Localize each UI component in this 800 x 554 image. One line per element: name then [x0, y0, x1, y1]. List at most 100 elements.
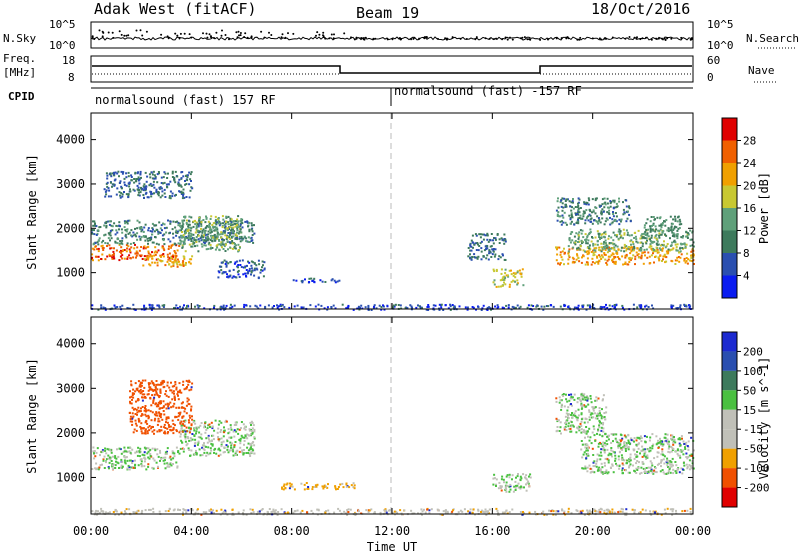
heatmap-cell — [410, 509, 413, 512]
heatmap-cell — [112, 463, 115, 466]
heatmap-cell — [140, 391, 143, 394]
heatmap-cell — [580, 217, 582, 220]
heatmap-cell — [555, 246, 558, 249]
heatmap-cell — [225, 304, 228, 307]
heatmap-cell — [161, 382, 164, 385]
heatmap-cell — [206, 451, 209, 454]
heatmap-cell — [147, 456, 150, 459]
heatmap-cell — [273, 510, 276, 513]
heatmap-cell — [404, 306, 407, 309]
heatmap-cell — [341, 482, 344, 485]
heatmap-cell — [589, 395, 592, 397]
heatmap-cell — [674, 470, 677, 473]
heatmap-cell — [229, 303, 232, 306]
heatmap-cell — [602, 472, 605, 475]
heatmap-cell — [131, 416, 134, 419]
heatmap-cell — [214, 222, 216, 225]
heatmap-cell — [520, 477, 523, 480]
heatmap-cell — [683, 259, 686, 262]
heatmap-cell — [514, 273, 517, 276]
heatmap-cell — [570, 421, 573, 424]
heatmap-cell — [158, 411, 161, 414]
heatmap-cell — [229, 233, 231, 236]
heatmap-cell — [563, 247, 565, 250]
heatmap-cell — [129, 396, 131, 399]
heatmap-cell — [646, 234, 649, 237]
heatmap-cell — [220, 261, 223, 264]
heatmap-cell — [153, 254, 156, 257]
heatmap-cell — [675, 472, 678, 474]
heatmap-cell — [155, 242, 158, 245]
heatmap-cell — [593, 219, 595, 222]
heatmap-cell — [644, 472, 647, 474]
heatmap-cell — [671, 241, 674, 244]
heatmap-cell — [181, 197, 184, 200]
heatmap-cell — [586, 466, 589, 469]
heatmap-cell — [581, 304, 584, 307]
heatmap-cell — [97, 250, 100, 253]
heatmap-cell — [567, 406, 570, 409]
heatmap-cell — [606, 259, 609, 262]
heatmap-cell — [621, 448, 624, 451]
heatmap-cell — [615, 250, 618, 253]
heatmap-cell — [234, 441, 237, 443]
heatmap-cell — [644, 234, 647, 236]
heatmap-cell — [607, 438, 610, 441]
heatmap-cell — [161, 418, 164, 421]
heatmap-cell — [646, 456, 649, 459]
heatmap-cell — [604, 253, 607, 256]
heatmap-cell — [599, 305, 602, 308]
heatmap-cell — [573, 412, 576, 415]
heatmap-cell — [565, 398, 568, 401]
heatmap-cell — [207, 226, 210, 228]
heatmap-cell — [627, 210, 629, 213]
heatmap-cell — [508, 476, 511, 479]
heatmap-cell — [213, 304, 216, 307]
heatmap-cell — [679, 247, 682, 250]
heatmap-cell — [649, 227, 652, 230]
heatmap-cell — [428, 512, 431, 515]
heatmap-cell — [500, 489, 503, 492]
heatmap-cell — [563, 510, 566, 513]
heatmap-cell — [481, 233, 484, 236]
heatmap-cell — [138, 254, 141, 257]
heatmap-cell — [173, 392, 175, 395]
heatmap-cell — [672, 232, 675, 235]
heatmap-cell — [190, 245, 193, 248]
heatmap-cell — [159, 449, 161, 452]
heatmap-cell — [153, 261, 156, 264]
heatmap-cell — [159, 186, 162, 189]
heatmap-cell — [422, 508, 425, 511]
heatmap-cell — [672, 472, 675, 475]
heatmap-cell — [647, 466, 650, 469]
heatmap-cell — [250, 267, 253, 270]
heatmap-cell — [627, 471, 630, 474]
heatmap-cell — [567, 254, 570, 257]
heatmap-cell — [141, 393, 144, 396]
heatmap-cell — [137, 176, 140, 179]
heatmap-cell — [246, 220, 249, 223]
heatmap-cell — [147, 242, 149, 245]
heatmap-cell — [430, 508, 433, 511]
heatmap-cell — [583, 451, 586, 454]
heatmap-cell — [224, 222, 227, 225]
heatmap-cell — [661, 260, 663, 262]
heatmap-cell — [447, 307, 450, 310]
heatmap-cell — [231, 240, 234, 242]
heatmap-cell — [607, 248, 610, 251]
heatmap-cell — [570, 397, 573, 400]
heatmap-cell — [216, 231, 219, 234]
heatmap-cell — [619, 236, 622, 239]
heatmap-cell — [109, 173, 112, 176]
heatmap-cell — [566, 400, 569, 403]
heatmap-cell — [635, 467, 638, 470]
heatmap-cell — [235, 423, 238, 426]
heatmap-cell — [250, 236, 253, 239]
heatmap-cell — [657, 439, 659, 442]
heatmap-cell — [194, 422, 197, 425]
heatmap-cell — [242, 273, 245, 276]
heatmap-cell — [485, 257, 488, 260]
heatmap-cell — [512, 274, 515, 277]
heatmap-cell — [664, 224, 667, 227]
heatmap-cell — [136, 232, 139, 235]
